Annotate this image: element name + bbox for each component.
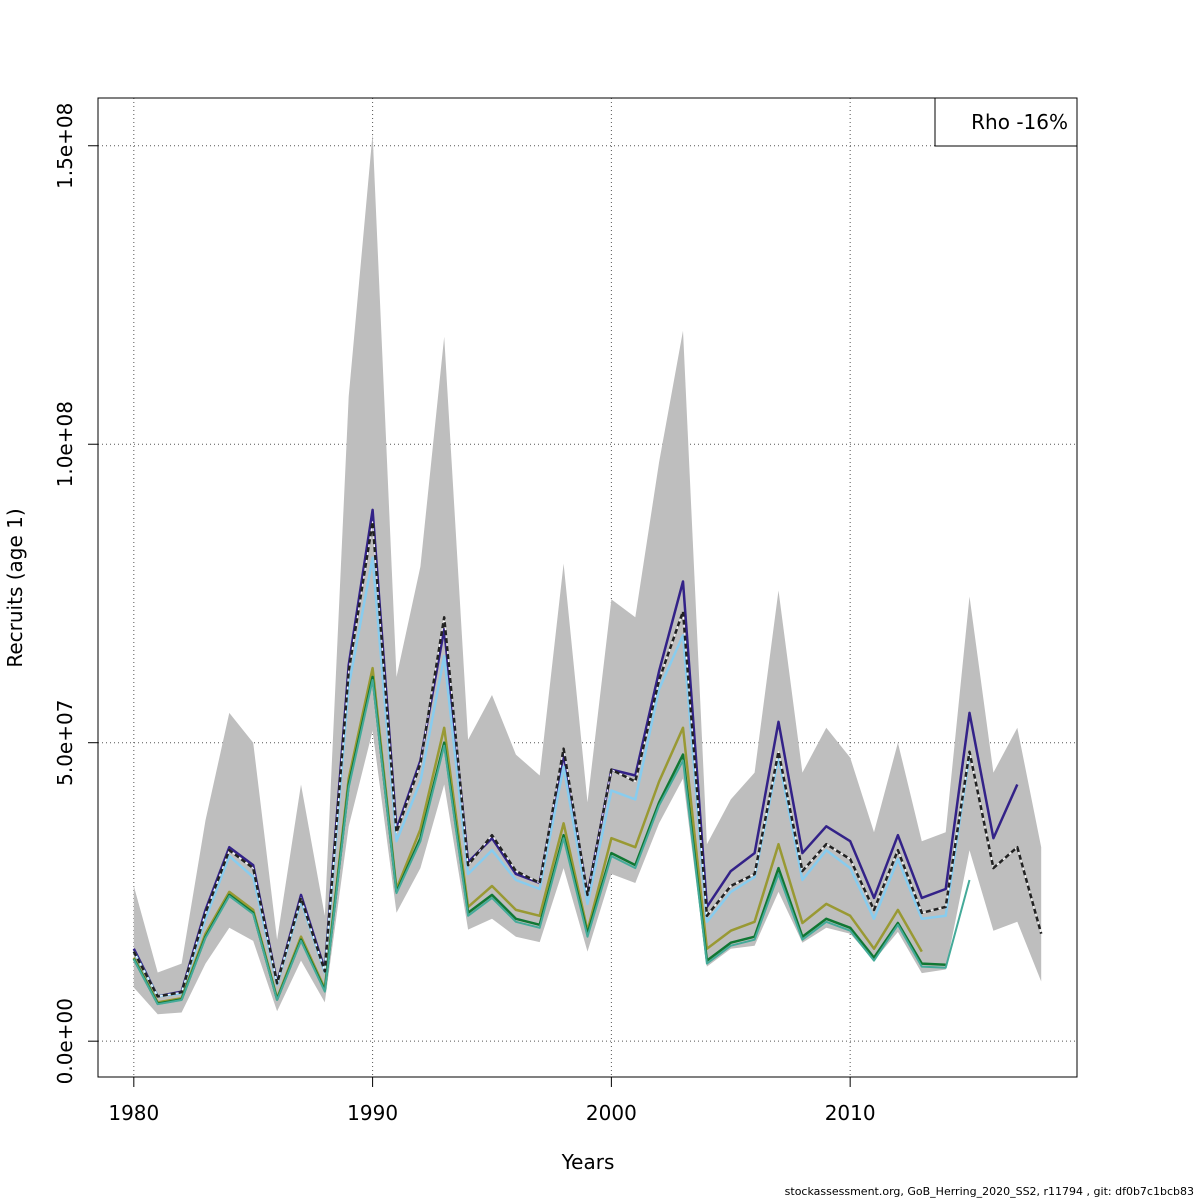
- legend-text: Rho -16%: [971, 110, 1068, 134]
- x-tick-label-2000: 2000: [586, 1101, 637, 1125]
- y-tick-label-3: 1.5e+08: [53, 103, 77, 189]
- plot-frame: [97, 97, 1078, 1078]
- y-axis-title: Recruits (age 1): [3, 508, 27, 667]
- x-tick-label-1990: 1990: [347, 1101, 398, 1125]
- y-tick-label-0: 0.0e+00: [53, 998, 77, 1084]
- x-axis-title: Years: [561, 1150, 615, 1174]
- legend: Rho -16%: [934, 97, 1078, 147]
- series-line-ref: [132, 520, 1043, 998]
- footer-credit: stockassessment.org, GoB_Herring_2020_SS…: [785, 1185, 1194, 1198]
- series-line-teal: [132, 679, 971, 1006]
- axes: 1980 1990 2000 2010 0.0e+00 5.0e+07 1.0e+08 1.5…: [53, 103, 876, 1125]
- x-tick-label-1980: 1980: [108, 1101, 159, 1125]
- legend-box: [934, 97, 1078, 147]
- y-tick-label-2: 1.0e+08: [53, 401, 77, 487]
- series-lines-layer: [132, 508, 1043, 1006]
- x-tick-label-2010: 2010: [825, 1101, 876, 1125]
- confidence-band-layer: [133, 133, 1042, 1015]
- confidence-band: [133, 133, 1042, 1015]
- y-tick-label-1: 5.0e+07: [53, 700, 77, 786]
